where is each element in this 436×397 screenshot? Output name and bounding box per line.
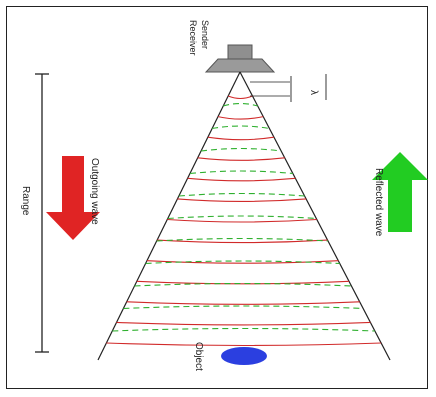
outgoing-arc: [106, 342, 382, 347]
receiver-label: Receiver: [188, 20, 198, 56]
outgoing-wave-label: Outgoing wave: [89, 158, 100, 225]
target-object: Object: [193, 342, 267, 371]
reflected-arc: [178, 192, 305, 197]
up-arrow-icon: [372, 152, 428, 232]
range-scale: Range: [20, 73, 49, 353]
reflected-arc: [112, 327, 375, 332]
outgoing-arc: [116, 321, 371, 326]
reflected-arc: [123, 305, 364, 310]
outgoing-arc: [126, 301, 360, 305]
reflected-wavefronts: [112, 102, 375, 332]
outgoing-wavefronts: [106, 95, 382, 347]
outgoing-arc: [217, 116, 264, 120]
outgoing-wave-arrow: Outgoing wave: [46, 156, 100, 240]
reflected-arc: [167, 215, 317, 220]
object-label: Object: [193, 342, 204, 371]
outgoing-arc: [187, 177, 296, 182]
reflected-arc: [200, 147, 282, 152]
outgoing-arc: [207, 136, 274, 141]
reflected-arc: [145, 260, 340, 265]
reflected-arc: [156, 237, 329, 242]
outgoing-arc: [227, 95, 253, 100]
sender-receiver-label: Sender Receiver: [188, 20, 210, 56]
range-label: Range: [20, 186, 31, 216]
outgoing-arc: [146, 260, 339, 264]
wavelength-marker: λ: [250, 74, 327, 102]
cone-left-edge: [97, 71, 241, 361]
object-ellipse: [221, 347, 267, 365]
beam-cone: [97, 71, 391, 361]
outgoing-arc: [197, 157, 285, 161]
down-arrow-icon: [46, 156, 100, 240]
reflected-arc: [212, 125, 270, 130]
sender-label: Sender: [200, 20, 210, 49]
outgoing-arc: [157, 239, 328, 244]
transducer-horn: [204, 58, 276, 73]
cone-right-edge: [239, 71, 391, 361]
reflected-wave-label: Reflected wave: [373, 168, 384, 237]
transducer-body: [227, 44, 253, 60]
reflected-arc: [223, 102, 258, 107]
transducer: [204, 44, 276, 73]
wavelength-label: λ: [308, 90, 319, 95]
reflected-arc: [189, 170, 293, 175]
reflected-arc: [134, 282, 352, 287]
reflected-wave-arrow: Reflected wave: [372, 152, 428, 237]
outgoing-arc: [167, 218, 317, 223]
outgoing-arc: [136, 280, 350, 285]
outgoing-arc: [177, 198, 307, 202]
